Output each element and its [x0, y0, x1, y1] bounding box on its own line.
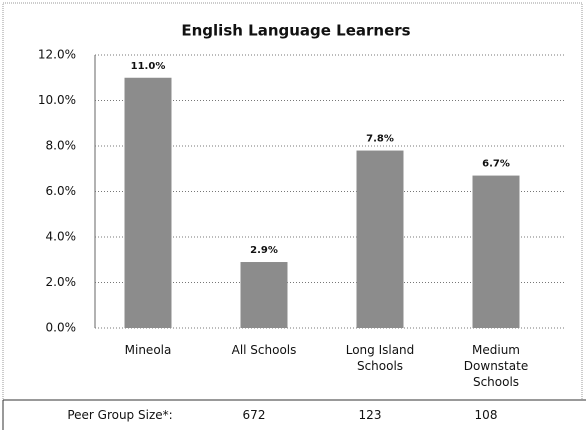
bar [356, 150, 404, 328]
table-value: 108 [474, 408, 498, 422]
x-tick-label: Medium Downstate Schools [463, 343, 529, 389]
chart-title: English Language Learners [181, 22, 410, 40]
bar [240, 262, 288, 328]
y-tick-label: 10.0% [38, 93, 76, 107]
y-tick-label: 6.0% [46, 184, 77, 198]
value-label: 7.8% [366, 134, 394, 145]
value-label: 11.0% [131, 61, 166, 72]
value-label: 2.9% [250, 245, 278, 256]
y-tick-label: 8.0% [46, 139, 77, 153]
bar [472, 175, 520, 328]
table-value: 123 [358, 408, 382, 422]
x-tick-label: All Schools [231, 343, 297, 357]
y-tick-label: 12.0% [38, 48, 76, 62]
table-label: Peer Group Size*: [67, 408, 173, 422]
bar [124, 77, 172, 328]
y-tick-label: 4.0% [46, 230, 77, 244]
x-tick-label: Long Island Schools [345, 343, 415, 373]
y-tick-label: 0.0% [46, 321, 77, 335]
x-tick-label: Mineola [124, 343, 172, 357]
value-label: 6.7% [482, 159, 510, 170]
table-value: 672 [242, 408, 266, 422]
y-tick-label: 2.0% [46, 275, 77, 289]
